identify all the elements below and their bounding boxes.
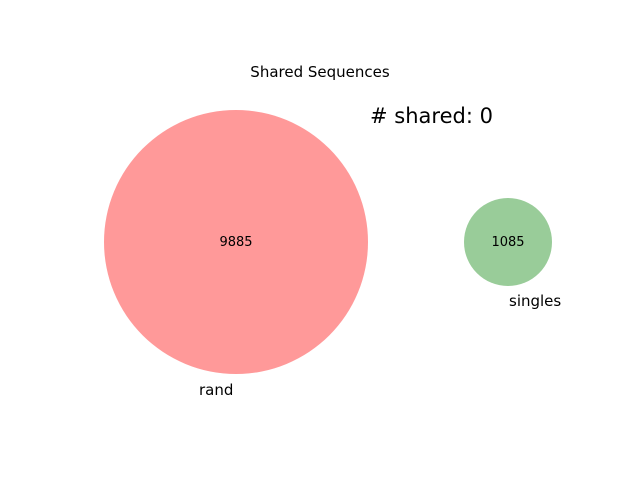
set-circle-rand bbox=[104, 110, 368, 374]
diagram-title: Shared Sequences bbox=[250, 63, 390, 81]
set-label-singles: singles bbox=[509, 292, 562, 310]
set-label-rand: rand bbox=[199, 381, 234, 399]
set-count-rand: 9885 bbox=[219, 235, 252, 250]
set-count-singles: 1085 bbox=[491, 235, 524, 250]
set-circle-singles bbox=[464, 198, 552, 286]
shared-count-label: # shared: 0 bbox=[370, 104, 493, 128]
